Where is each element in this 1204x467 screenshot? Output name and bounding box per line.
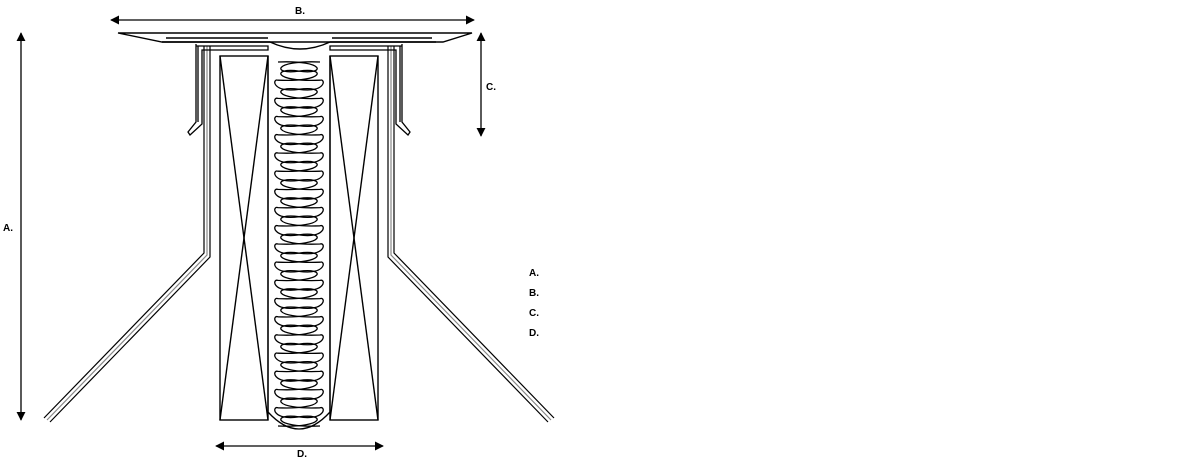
legend: A. B. C. D. (529, 267, 539, 347)
dimension-d: D. (215, 441, 384, 460)
clip-left (187, 44, 269, 136)
legend-item-d: D. (529, 328, 539, 339)
dimension-a-label: A. (3, 223, 13, 234)
dimension-b-label: B. (295, 6, 305, 17)
dimension-b: B. (110, 6, 475, 25)
legend-item-c: C. (529, 308, 539, 319)
dimension-c: C. (476, 32, 496, 137)
insulation-coil-back (277, 61, 324, 427)
legend-item-a: A. (529, 268, 539, 279)
cap-flange (117, 32, 473, 50)
dimension-c-label: C. (486, 82, 496, 93)
clip-right (329, 44, 411, 136)
legend-item-b: B. (529, 288, 539, 299)
flashing-right (387, 46, 555, 423)
dimension-a: A. (3, 32, 26, 421)
block-right (329, 55, 379, 421)
flashing-left (43, 46, 211, 423)
insulation-core (267, 56, 331, 430)
dimension-d-label: D. (297, 449, 307, 460)
block-left (219, 55, 269, 421)
